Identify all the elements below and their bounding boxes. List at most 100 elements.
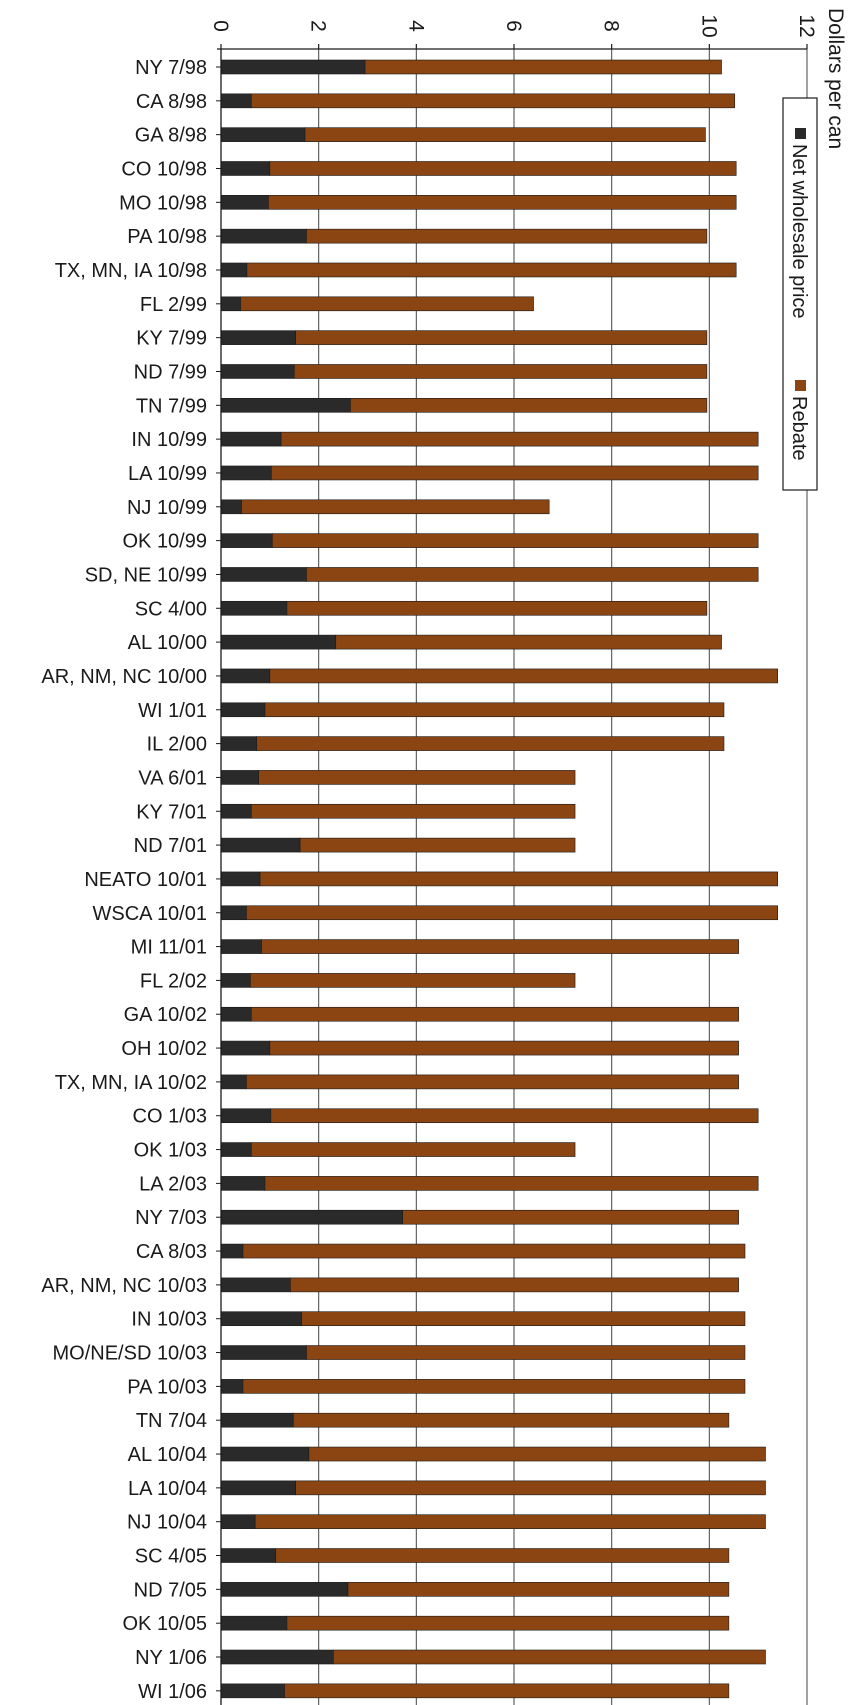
bar-rebate [347, 1582, 730, 1597]
category-label: AR, NM, NC 10/03 [41, 1275, 207, 1297]
bar-rebate [242, 1379, 746, 1394]
category-label: WI 1/01 [138, 700, 207, 722]
category-label: MI 11/01 [131, 937, 207, 959]
bar-net-wholesale-price [220, 1006, 252, 1022]
bar-net-wholesale-price [220, 1379, 244, 1394]
bar-net-wholesale-price [220, 871, 261, 887]
bar-rebate [261, 939, 739, 954]
bar-net-wholesale-price [220, 1243, 244, 1259]
bar-net-wholesale-price [220, 59, 366, 75]
tick-label: 10 [697, 14, 720, 37]
bar-rebate [364, 59, 722, 75]
axis-title: Dollars per can [824, 8, 847, 149]
bar-rebate [290, 1277, 739, 1293]
bar-rebate [333, 1649, 766, 1665]
bar-rebate [350, 397, 708, 413]
category-label: NY 1/06 [135, 1647, 207, 1669]
bar-net-wholesale-price [220, 262, 248, 278]
legend-swatch-net-wholesale-price [795, 128, 806, 139]
bar-rebate [246, 1074, 739, 1090]
bar-rebate [241, 499, 550, 515]
bar-rebate [271, 533, 759, 548]
category-label: PA 10/98 [127, 226, 207, 248]
bar-rebate [286, 600, 708, 616]
category-label: OK 10/99 [122, 531, 207, 553]
category-label: CO 1/03 [133, 1106, 207, 1128]
legend-swatch-rebate [795, 380, 806, 391]
category-label: PA 10/03 [127, 1376, 207, 1398]
category-label: TX, MN, IA 10/02 [55, 1072, 207, 1094]
bar-net-wholesale-price [220, 465, 272, 481]
bar-rebate [306, 567, 759, 582]
bar-rebate [270, 465, 759, 481]
category-labels: NY 7/98 CA 8/98 GA 8/98 CO 10/98 MO 10/98 PA … [41, 57, 207, 1703]
bar-net-wholesale-price [220, 1142, 252, 1157]
bar-net-wholesale-price [220, 195, 269, 210]
bar-rebate [258, 770, 576, 785]
category-label: MO/NE/SD 10/03 [52, 1343, 207, 1365]
category-label: AR, NM, NC 10/00 [41, 666, 207, 688]
legend-label-net-wholesale-price: Net wholesale price [788, 144, 810, 319]
category-label: KY 7/01 [136, 801, 207, 823]
bar-net-wholesale-price [220, 837, 301, 853]
category-label: NJ 10/99 [127, 497, 207, 519]
bar-rebate [299, 837, 576, 853]
category-label: VA 6/01 [138, 767, 207, 789]
category-label: IN 10/99 [131, 429, 207, 451]
category-label: IN 10/03 [131, 1309, 207, 1331]
category-label: OK 1/03 [134, 1140, 207, 1162]
bar-net-wholesale-price [220, 397, 351, 413]
category-label: FL 2/99 [140, 294, 207, 316]
tick-label: 6 [502, 20, 525, 32]
category-label: MO 10/98 [119, 192, 207, 214]
bar-net-wholesale-price [220, 1615, 288, 1631]
bar-net-wholesale-price [220, 1108, 272, 1124]
category-label: AL 10/04 [128, 1444, 207, 1466]
bar-net-wholesale-price [220, 1683, 285, 1699]
category-label: KY 7/99 [136, 328, 207, 350]
bar-net-wholesale-price [220, 905, 247, 921]
category-label: CA 8/03 [136, 1241, 207, 1263]
category-label: OK 10/05 [122, 1613, 207, 1635]
category-label: SD, NE 10/99 [85, 564, 207, 586]
bar-rebate [275, 1548, 730, 1563]
bar-net-wholesale-price [220, 1514, 256, 1529]
bar-rebate [259, 871, 779, 887]
category-label: GA 8/98 [135, 125, 207, 147]
bar-rebate [269, 1040, 739, 1056]
category-label: CA 8/98 [136, 91, 207, 113]
category-label: OH 10/02 [121, 1038, 207, 1060]
legend: Net wholesale price Rebate [782, 97, 818, 491]
bar-rebate [268, 195, 737, 210]
tick-labels: 0 2 4 6 8 10 12 [209, 14, 818, 37]
bar-net-wholesale-price [220, 1040, 271, 1056]
bar-rebate [264, 702, 725, 718]
bar-net-wholesale-price [220, 296, 241, 312]
bar-rebate [284, 1683, 730, 1699]
bar-net-wholesale-price [220, 499, 242, 515]
bar-rebate [335, 634, 722, 650]
bar-net-wholesale-price [220, 1074, 247, 1090]
bar-rebate [250, 803, 576, 819]
bar-rebate [240, 296, 534, 312]
bar-net-wholesale-price [220, 770, 259, 785]
bar-rebate [242, 1243, 746, 1259]
category-label: TN 7/04 [136, 1410, 207, 1432]
bar-rebate [269, 161, 737, 176]
bar-rebate [250, 1006, 739, 1022]
bar-net-wholesale-price [220, 1209, 403, 1225]
bar-net-wholesale-price [220, 634, 337, 650]
bar-rebate [250, 93, 736, 109]
bar-net-wholesale-price [220, 1548, 276, 1563]
bar-net-wholesale-price [220, 1412, 294, 1428]
category-label: AL 10/00 [128, 632, 207, 654]
bar-rebate [269, 668, 779, 684]
category-label: LA 10/04 [128, 1478, 207, 1500]
bar-net-wholesale-price [220, 1446, 310, 1462]
category-label: NJ 10/04 [127, 1512, 207, 1534]
bar-net-wholesale-price [220, 431, 282, 447]
category-label: NY 7/98 [135, 57, 207, 79]
bar-net-wholesale-price [220, 600, 288, 616]
category-label: IL 2/00 [147, 734, 207, 756]
bar-net-wholesale-price [220, 364, 295, 379]
